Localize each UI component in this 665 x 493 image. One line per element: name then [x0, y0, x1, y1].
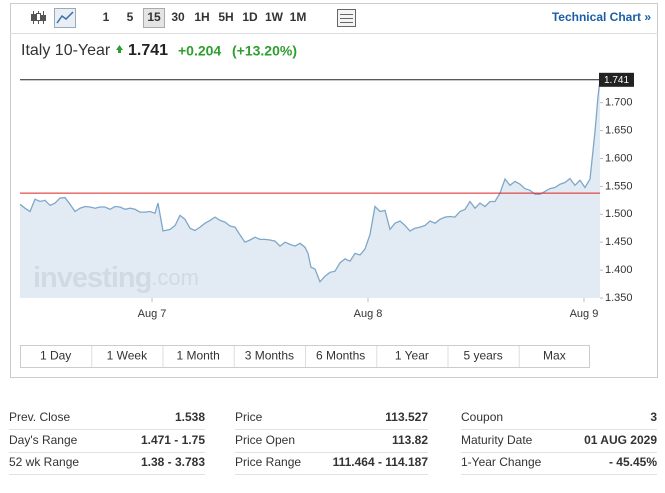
last-value-tag — [599, 72, 634, 87]
range-button[interactable]: 6 Months — [316, 349, 365, 363]
interval-button[interactable]: 15 — [147, 10, 161, 24]
stat-value: 3 — [650, 410, 657, 424]
y-tick-label: 1.650 — [605, 124, 633, 136]
stat-label: Prev. Close — [9, 410, 70, 424]
y-tick-label: 1.700 — [605, 97, 633, 109]
range-button[interactable]: 1 Year — [395, 349, 429, 363]
stat-label: Price — [235, 410, 263, 424]
x-tick-label: Aug 7 — [138, 308, 167, 320]
stat-value: 1.38 - 3.783 — [141, 455, 205, 469]
y-tick-label: 1.450 — [605, 236, 633, 248]
price-change-percent: (+13.20%) — [232, 43, 297, 59]
stat-value: 113.82 — [392, 433, 428, 447]
stat-label: Coupon — [461, 410, 503, 424]
interval-button[interactable]: 1W — [265, 10, 284, 24]
area-fill — [20, 79, 600, 298]
candle-icon[interactable] — [31, 11, 46, 24]
stat-value: 1.538 — [175, 410, 205, 424]
stat-value: 01 AUG 2029 — [584, 433, 657, 447]
x-tick-label: Aug 9 — [570, 308, 599, 320]
interval-button[interactable]: 1D — [242, 10, 258, 24]
price-line — [19, 79, 601, 284]
stat-value: 1.471 - 1.75 — [141, 433, 205, 447]
table-icon[interactable] — [337, 9, 356, 27]
interval-button[interactable]: 5 — [127, 10, 134, 24]
range-button[interactable]: 3 Months — [245, 349, 294, 363]
y-tick-label: 1.500 — [605, 208, 633, 220]
interval-button[interactable]: 1H — [194, 10, 209, 24]
last-value-label: 1.741 — [604, 75, 629, 86]
interval-button[interactable]: 30 — [171, 10, 185, 24]
active-interval-box — [143, 8, 165, 28]
stat-label: Price Range — [235, 455, 301, 469]
technical-chart-link[interactable]: Technical Chart » — [552, 10, 651, 24]
y-tick-label: 1.400 — [605, 264, 633, 276]
stat-value: 111.464 - 114.187 — [333, 455, 429, 469]
y-tick-label: 1.350 — [605, 292, 633, 304]
stat-label: 52 wk Range — [9, 455, 79, 469]
stat-label: Day's Range — [9, 433, 78, 447]
range-button[interactable]: 5 years — [463, 349, 502, 363]
price-change: +0.204 — [178, 43, 221, 59]
interval-button[interactable]: 1 — [103, 10, 110, 24]
up-arrow — [116, 45, 123, 53]
y-tick-label: 1.600 — [605, 152, 633, 164]
instrument-name: Italy 10-Year — [21, 42, 111, 59]
interval-button[interactable]: 1M — [290, 10, 307, 24]
range-button[interactable]: 1 Day — [40, 349, 71, 363]
range-button[interactable]: 1 Week — [107, 349, 148, 363]
line-icon[interactable] — [54, 8, 76, 28]
stat-value: - 45.45% — [609, 455, 657, 469]
stat-label: Price Open — [235, 433, 295, 447]
stat-label: Maturity Date — [461, 433, 533, 447]
y-tick-label: 1.550 — [605, 180, 633, 192]
stat-value: 113.527 — [385, 410, 428, 424]
last-price: 1.741 — [128, 42, 168, 59]
interval-button[interactable]: 5H — [218, 10, 233, 24]
range-button[interactable]: Max — [543, 349, 566, 363]
plot: investing.com1.7411.3501.4001.4501.5001.… — [19, 72, 634, 320]
range-button[interactable]: 1 Month — [176, 349, 219, 363]
x-tick-label: Aug 8 — [354, 308, 383, 320]
stat-label: 1-Year Change — [461, 455, 542, 469]
